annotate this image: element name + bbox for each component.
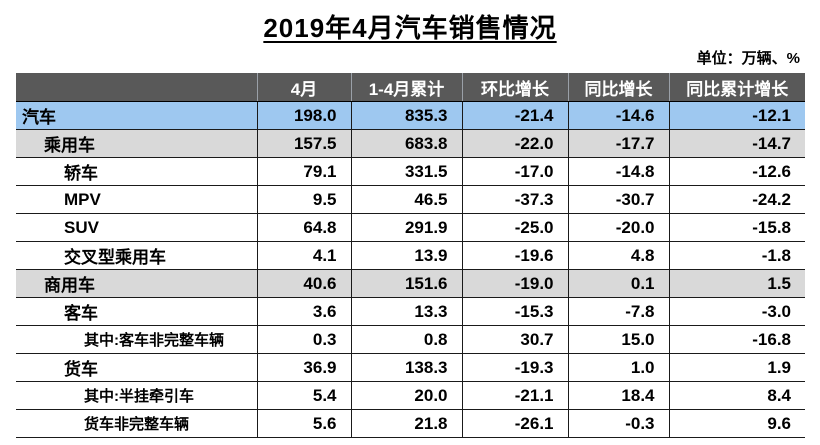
value-cell-mom-growth: -19.6 (461, 241, 568, 270)
value-cell-mom-growth: -21.4 (461, 101, 568, 130)
table-row: MPV 9.5 46.5 -37.3 -30.7 -24.2 (16, 185, 805, 214)
value-cell-yoy-cum-growth: -15.8 (668, 213, 805, 242)
table-row: 汽车 198.0 835.3 -21.4 -14.6 -12.1 (16, 101, 805, 130)
value-cell-yoy-growth: -30.7 (567, 185, 669, 214)
value-cell-cumulative: 291.9 (350, 213, 462, 242)
value-cell-month: 198.0 (256, 101, 351, 130)
value-cell-month: 3.6 (256, 297, 351, 326)
row-label-cell: 商用车 (16, 269, 257, 298)
page-title: 2019年4月汽车销售情况 (263, 13, 557, 43)
value-cell-mom-growth: -19.0 (461, 269, 568, 298)
value-cell-mom-growth: -25.0 (461, 213, 568, 242)
value-cell-yoy-growth: 15.0 (567, 325, 669, 354)
value-cell-month: 157.5 (256, 129, 351, 158)
table-row: 客车 3.6 13.3 -15.3 -7.8 -3.0 (16, 297, 805, 326)
table-row: SUV 64.8 291.9 -25.0 -20.0 -15.8 (16, 213, 805, 242)
value-cell-yoy-growth: -7.8 (567, 297, 669, 326)
value-cell-month: 4.1 (256, 241, 351, 270)
value-cell-yoy-cum-growth: -3.0 (668, 297, 805, 326)
table-body: 汽车 198.0 835.3 -21.4 -14.6 -12.1 乘用车 157… (16, 101, 805, 438)
header-cell-mom-growth: 环比增长 (461, 73, 568, 102)
row-label-cell: 轿车 (16, 157, 257, 186)
row-label-cell: 其中:客车非完整车辆 (16, 325, 257, 354)
table-row: 交叉型乘用车 4.1 13.9 -19.6 4.8 -1.8 (16, 241, 805, 270)
value-cell-mom-growth: -15.3 (461, 297, 568, 326)
value-cell-yoy-growth: -20.0 (567, 213, 669, 242)
value-cell-cumulative: 138.3 (350, 353, 462, 382)
header-cell-yoy-growth: 同比增长 (567, 73, 669, 102)
value-cell-mom-growth: -26.1 (461, 409, 568, 438)
value-cell-cumulative: 21.8 (350, 409, 462, 438)
value-cell-mom-growth: -21.1 (461, 381, 568, 410)
value-cell-yoy-growth: -17.7 (567, 129, 669, 158)
value-cell-yoy-growth: -0.3 (567, 409, 669, 438)
value-cell-yoy-cum-growth: -12.6 (668, 157, 805, 186)
table-row: 乘用车 157.5 683.8 -22.0 -17.7 -14.7 (16, 129, 805, 158)
value-cell-yoy-cum-growth: 8.4 (668, 381, 805, 410)
value-cell-cumulative: 0.8 (350, 325, 462, 354)
row-label-cell: 交叉型乘用车 (16, 241, 257, 270)
value-cell-yoy-cum-growth: 9.6 (668, 409, 805, 438)
header-cell-month: 4月 (256, 73, 351, 102)
value-cell-month: 9.5 (256, 185, 351, 214)
value-cell-yoy-growth: 18.4 (567, 381, 669, 410)
value-cell-cumulative: 683.8 (350, 129, 462, 158)
value-cell-month: 40.6 (256, 269, 351, 298)
value-cell-month: 5.4 (256, 381, 351, 410)
header-cell-category (16, 73, 257, 102)
value-cell-cumulative: 13.3 (350, 297, 462, 326)
value-cell-month: 64.8 (256, 213, 351, 242)
table-header: 4月 1-4月累计 环比增长 同比增长 同比累计增长 (16, 73, 805, 102)
value-cell-cumulative: 20.0 (350, 381, 462, 410)
unit-note: 单位：万辆、% (696, 50, 800, 67)
value-cell-mom-growth: -17.0 (461, 157, 568, 186)
sales-table: 4月 1-4月累计 环比增长 同比增长 同比累计增长 汽车 198.0 835.… (16, 73, 805, 438)
header-cell-cumulative: 1-4月累计 (350, 73, 462, 102)
value-cell-yoy-growth: 0.1 (567, 269, 669, 298)
value-cell-month: 79.1 (256, 157, 351, 186)
value-cell-mom-growth: -19.3 (461, 353, 568, 382)
row-label-cell: 货车非完整车辆 (16, 409, 257, 438)
row-label-cell: 客车 (16, 297, 257, 326)
value-cell-month: 0.3 (256, 325, 351, 354)
value-cell-yoy-cum-growth: -12.1 (668, 101, 805, 130)
value-cell-cumulative: 13.9 (350, 241, 462, 270)
value-cell-cumulative: 46.5 (350, 185, 462, 214)
value-cell-yoy-growth: 4.8 (567, 241, 669, 270)
value-cell-cumulative: 835.3 (350, 101, 462, 130)
value-cell-yoy-cum-growth: -24.2 (668, 185, 805, 214)
value-cell-yoy-growth: -14.6 (567, 101, 669, 130)
table-row: 其中:客车非完整车辆 0.3 0.8 30.7 15.0 -16.8 (16, 325, 805, 354)
value-cell-month: 5.6 (256, 409, 351, 438)
table-row: 轿车 79.1 331.5 -17.0 -14.8 -12.6 (16, 157, 805, 186)
header-cell-yoy-cum-growth: 同比累计增长 (668, 73, 805, 102)
value-cell-yoy-growth: -14.8 (567, 157, 669, 186)
table-row: 货车 36.9 138.3 -19.3 1.0 1.9 (16, 353, 805, 382)
value-cell-cumulative: 151.6 (350, 269, 462, 298)
value-cell-yoy-cum-growth: -14.7 (668, 129, 805, 158)
header-row: 4月 1-4月累计 环比增长 同比增长 同比累计增长 (16, 73, 805, 102)
row-label-cell: 其中:半挂牵引车 (16, 381, 257, 410)
row-label-cell: 乘用车 (16, 129, 257, 158)
value-cell-yoy-cum-growth: 1.9 (668, 353, 805, 382)
row-label-cell: 货车 (16, 353, 257, 382)
value-cell-month: 36.9 (256, 353, 351, 382)
row-label-cell: 汽车 (16, 101, 257, 130)
table-row: 其中:半挂牵引车 5.4 20.0 -21.1 18.4 8.4 (16, 381, 805, 410)
value-cell-yoy-growth: 1.0 (567, 353, 669, 382)
table-row: 商用车 40.6 151.6 -19.0 0.1 1.5 (16, 269, 805, 298)
value-cell-yoy-cum-growth: -16.8 (668, 325, 805, 354)
row-label-cell: SUV (16, 213, 257, 242)
value-cell-mom-growth: 30.7 (461, 325, 568, 354)
value-cell-mom-growth: -22.0 (461, 129, 568, 158)
value-cell-yoy-cum-growth: -1.8 (668, 241, 805, 270)
value-cell-cumulative: 331.5 (350, 157, 462, 186)
table-row: 货车非完整车辆 5.6 21.8 -26.1 -0.3 9.6 (16, 409, 805, 438)
value-cell-mom-growth: -37.3 (461, 185, 568, 214)
value-cell-yoy-cum-growth: 1.5 (668, 269, 805, 298)
row-label-cell: MPV (16, 185, 257, 214)
